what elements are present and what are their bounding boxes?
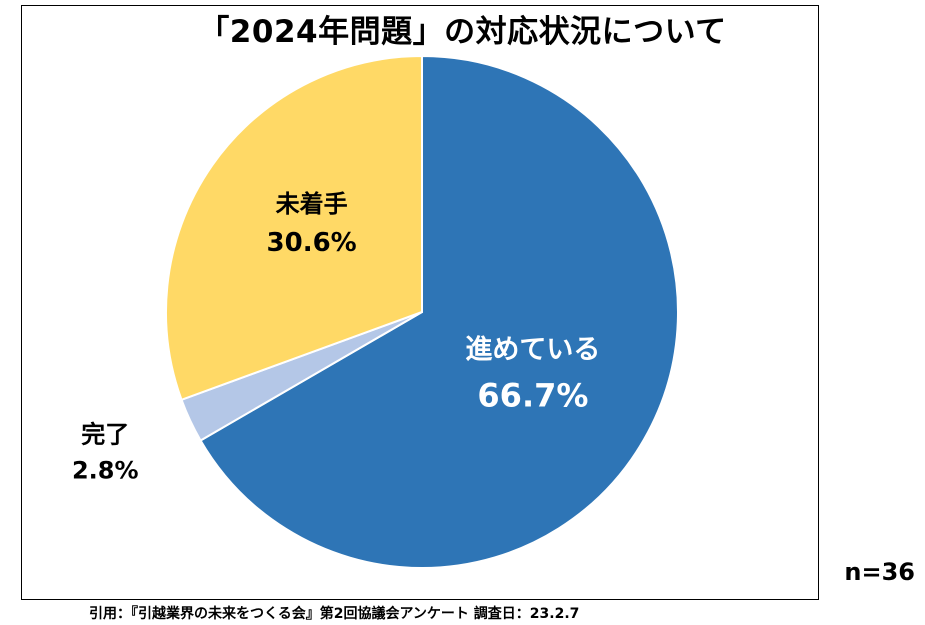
sample-size-label: n=36 xyxy=(844,558,915,586)
slice-value-label-1: 2.8% xyxy=(72,457,139,485)
source-note: 引用：『引越業界の未来をつくる会』第2回協議会アンケート 調査日：23.2.7 xyxy=(89,606,580,622)
slice-value-label-2: 30.6% xyxy=(267,228,357,258)
pie-slice-0 xyxy=(199,54,679,569)
pie-slice-2 xyxy=(165,54,423,402)
slice-name-label-0: 進めている xyxy=(465,334,600,365)
slice-value-label-0: 66.7% xyxy=(477,376,588,414)
slice-name-label-1: 完了 xyxy=(81,421,129,449)
chart-title: 「2024年問題」の対応状況について xyxy=(198,14,727,50)
slice-name-label-2: 未着手 xyxy=(276,190,348,218)
